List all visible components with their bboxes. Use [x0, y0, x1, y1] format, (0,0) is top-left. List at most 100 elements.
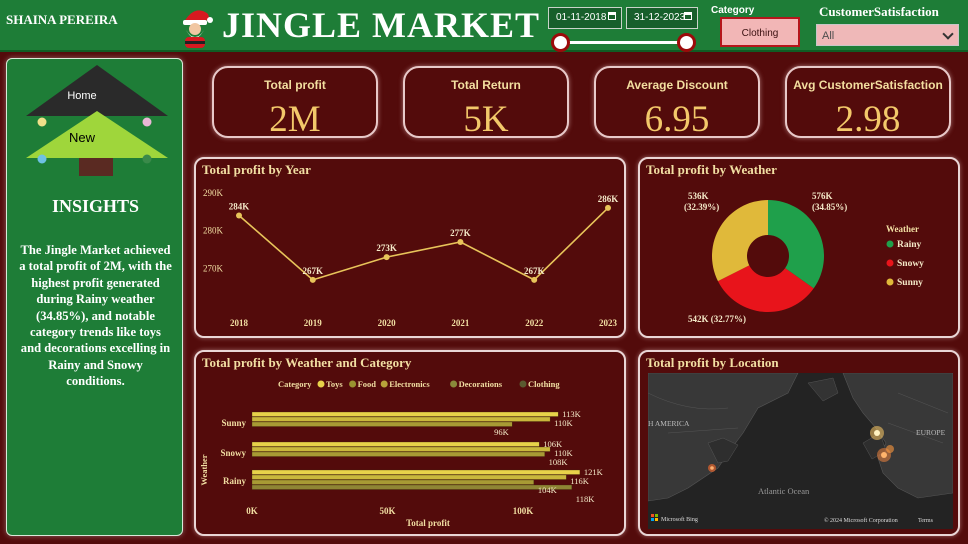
legend-item-rainy[interactable]: Rainy: [897, 240, 922, 250]
calendar-icon[interactable]: [608, 12, 616, 20]
bar-data-label: 116K: [570, 476, 589, 486]
category-label-sunny: Sunny: [221, 418, 246, 428]
profit-by-weather-panel[interactable]: Total profit by Weather 576K (34.85%) 536K…: [638, 157, 960, 338]
legend-item-electronics[interactable]: Electronics: [389, 379, 430, 389]
bar-sunny-toys[interactable]: [251, 411, 559, 417]
legend-marker[interactable]: [519, 380, 527, 388]
y-tick-label: 280K: [203, 226, 224, 236]
donut-slice-sunny[interactable]: [712, 200, 768, 282]
author-name: SHAINA PEREIRA: [6, 12, 118, 27]
profit-by-location-panel[interactable]: Total profit by Location H AMERICA EUROP…: [638, 350, 960, 536]
satisfaction-selected-value: All: [822, 30, 835, 42]
data-point[interactable]: [383, 254, 390, 261]
donut-slice-rainy[interactable]: [768, 200, 824, 289]
profit-by-weather-category-panel[interactable]: Total profit by Weather and Category Cat…: [194, 350, 626, 536]
donut-slice-snowy[interactable]: [717, 265, 814, 312]
world-map[interactable]: H AMERICA EUROPE Atlantic Ocean Microsof…: [648, 373, 953, 529]
bar-data-label: 110K: [554, 448, 573, 458]
data-label: 267K: [524, 266, 545, 276]
legend-marker[interactable]: [380, 380, 388, 388]
data-point[interactable]: [236, 212, 242, 219]
profit-by-year-chart[interactable]: 290K 280K 270K 284K 2018 267K 2019 273K 2020 277K…: [196, 159, 626, 338]
nav-new-tree[interactable]: [26, 111, 168, 158]
bar-rainy-toys[interactable]: [251, 469, 581, 475]
profit-by-weather-chart[interactable]: 576K(34.85%) 536K(32.39%) 542K (32.77%) Wea…: [640, 159, 960, 338]
nav-new-label[interactable]: New: [68, 130, 95, 145]
legend-marker[interactable]: [317, 380, 325, 388]
slice-label-rainy-pct: (34.85%): [812, 202, 847, 212]
chevron-down-icon: [942, 28, 954, 40]
data-label: 273K: [376, 243, 397, 253]
x-tick-label: 2018: [230, 318, 249, 328]
bar-data-label: 118K: [576, 494, 595, 504]
date-slider-start-handle[interactable]: [551, 33, 570, 52]
bar-rainy-decorations[interactable]: [251, 484, 572, 490]
legend-item-food[interactable]: Food: [358, 379, 377, 389]
bar-data-label: 106K: [543, 439, 563, 449]
kpi-label: Average Discount: [626, 78, 728, 92]
christmas-tree-nav-icon: [26, 65, 168, 176]
kpi-label: Total Return: [451, 78, 521, 92]
panel-title: Total profit by Weather: [646, 162, 777, 177]
bar-rainy-electronics[interactable]: [251, 479, 534, 485]
date-start-input[interactable]: 01-11-2018: [548, 7, 622, 29]
kpi-value: 5K: [463, 99, 509, 140]
legend-item-decorations[interactable]: Decorations: [459, 379, 503, 389]
slice-label-sunny: 536K: [688, 191, 709, 201]
data-point[interactable]: [309, 276, 316, 283]
bar-data-label: 113K: [562, 409, 581, 419]
bar-data-label: 104K: [538, 485, 558, 495]
profit-by-year-panel[interactable]: Total profit by Year 290K 280K 270K 284K 201…: [194, 157, 626, 338]
data-point[interactable]: [457, 239, 464, 245]
bar-sunny-food[interactable]: [251, 416, 551, 422]
bar-snowy-food[interactable]: [251, 446, 551, 452]
data-label: 277K: [450, 228, 471, 238]
data-point[interactable]: [605, 204, 611, 211]
data-label: 267K: [303, 266, 324, 276]
bar-data-label: 96K: [494, 427, 510, 437]
header-bar: SHAINA PEREIRA JINGLE MARKET 01-11-2018 …: [0, 0, 968, 52]
x-tick-label: 2022: [525, 318, 544, 328]
data-point[interactable]: [531, 276, 538, 283]
legend-item-snowy[interactable]: Snowy: [897, 259, 924, 269]
profit-by-weather-category-chart[interactable]: Category Toys Food Electronics Decorations Cl…: [196, 352, 626, 536]
bar-snowy-electronics[interactable]: [251, 451, 545, 457]
category-label: Category: [711, 5, 755, 16]
kpi-value: 6.95: [644, 99, 710, 140]
map-terms-link[interactable]: Terms: [918, 518, 934, 524]
profit-line-series[interactable]: [238, 207, 609, 281]
bar-data-label: 110K: [554, 418, 573, 428]
legend-item-clothing[interactable]: Clothing: [528, 379, 560, 389]
legend-item-sunny[interactable]: Sunny: [897, 278, 923, 288]
date-slider-end-handle[interactable]: [677, 33, 696, 52]
nav-home-label[interactable]: Home: [67, 90, 97, 102]
location-map[interactable]: H AMERICA EUROPE Atlantic Ocean Microsof…: [648, 373, 953, 529]
slice-label-sunny-pct: (32.39%): [684, 202, 719, 212]
map-label-america: H AMERICA: [648, 419, 690, 428]
legend-item-toys[interactable]: Toys: [326, 379, 343, 389]
category-filter-clothing[interactable]: Clothing: [720, 17, 800, 47]
date-range-slider[interactable]: [560, 41, 686, 44]
bar-snowy-toys[interactable]: [251, 441, 540, 447]
legend-marker[interactable]: [450, 380, 458, 388]
x-tick-label: 100K: [513, 506, 534, 516]
legend-marker[interactable]: [349, 380, 357, 388]
bar-rainy-food[interactable]: [251, 474, 567, 480]
bar-sunny-electronics[interactable]: [251, 421, 513, 427]
legend-marker[interactable]: [886, 278, 894, 286]
slice-label-rainy: 576K: [812, 191, 833, 201]
calendar-icon[interactable]: [684, 12, 692, 20]
map-copyright: © 2024 Microsoft Corporation: [824, 517, 898, 524]
panel-title: Total profit by Weather and Category: [202, 355, 412, 370]
satisfaction-dropdown[interactable]: All: [816, 24, 959, 46]
date-end-input[interactable]: 31-12-2023: [626, 7, 698, 29]
kpi-total-return: Total Return 5K: [403, 66, 569, 140]
santa-icon: [183, 10, 213, 48]
insights-heading: INSIGHTS: [51, 196, 140, 216]
nav-home-roof[interactable]: [26, 65, 168, 116]
map-label-europe: EUROPE: [916, 428, 946, 437]
kpi-avg-customer-satisfaction: Avg CustomerSatisfaction 2.98: [785, 66, 951, 140]
bar-data-label: 121K: [584, 467, 604, 477]
legend-marker[interactable]: [886, 259, 894, 267]
legend-marker[interactable]: [886, 240, 894, 248]
